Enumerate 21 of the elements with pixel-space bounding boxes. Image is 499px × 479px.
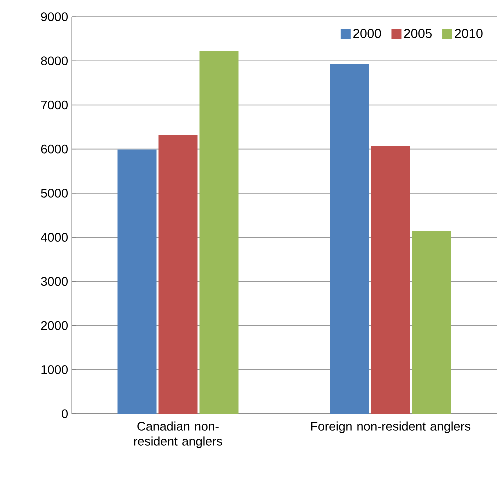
y-tick-label: 0 <box>62 410 68 418</box>
legend-label: 2010 <box>455 29 483 38</box>
bar <box>200 50 239 414</box>
bar <box>330 64 370 414</box>
y-tick-label: 1000 <box>42 365 68 374</box>
bar <box>118 150 157 414</box>
y-tick-label: 9000 <box>41 12 68 22</box>
y-tick-label: 5000 <box>41 189 68 198</box>
y-tick-label: 2000 <box>41 321 68 330</box>
bar <box>412 230 452 414</box>
y-tick-label: 8000 <box>41 56 68 66</box>
bar <box>158 135 198 414</box>
legend-label: 2005 <box>404 29 432 38</box>
y-tick-label: 4000 <box>41 233 68 242</box>
legend-label: 2000 <box>354 29 382 38</box>
y-tick-label: 3000 <box>41 277 68 286</box>
bar <box>371 146 410 414</box>
x-tick-label: Canadian non-resident anglers <box>134 422 222 448</box>
y-tick-label: 7000 <box>41 100 68 110</box>
y-tick-label: 6000 <box>41 144 68 154</box>
x-tick-label: Foreign non-resident anglers <box>311 422 471 434</box>
